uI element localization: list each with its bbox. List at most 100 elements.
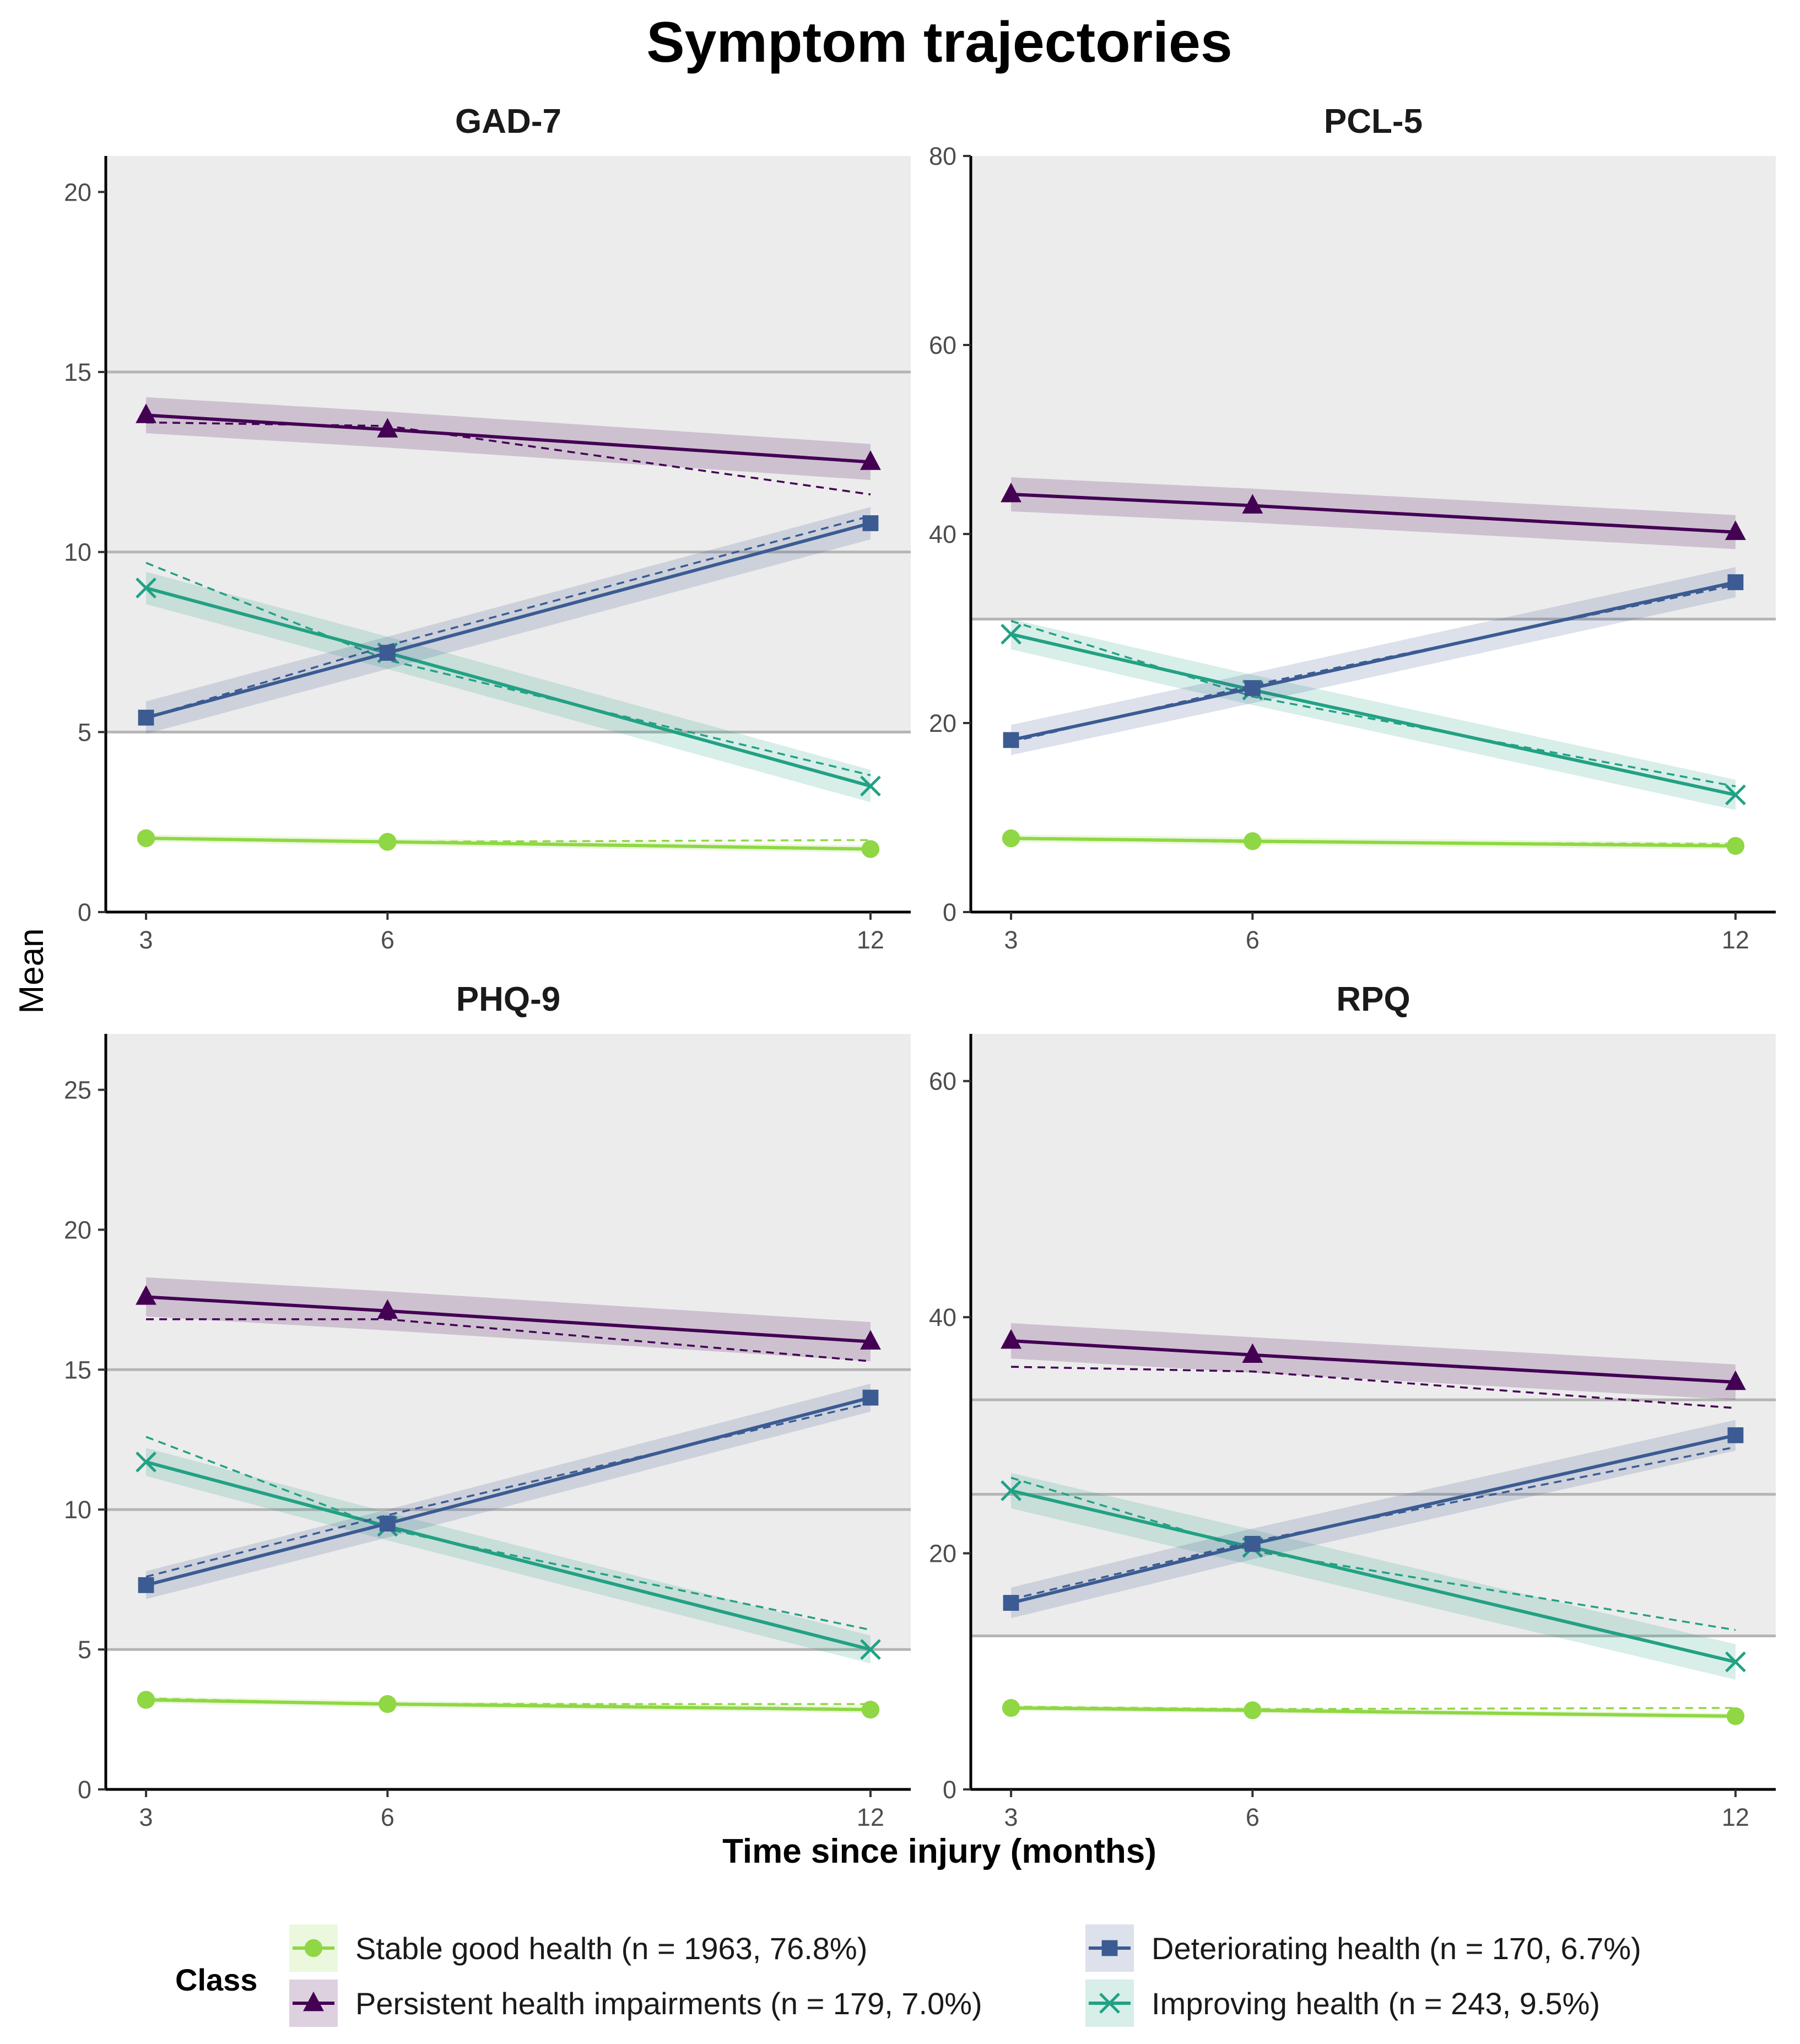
data-point-persistent bbox=[1001, 482, 1021, 503]
observed-mean-line bbox=[146, 1318, 871, 1362]
data-point-deteriorating bbox=[1244, 1536, 1261, 1552]
legend-label: Deteriorating health (n = 170, 6.7%) bbox=[1152, 1931, 1641, 1966]
data-point-stable bbox=[1726, 1707, 1745, 1725]
observed-mean-line bbox=[1010, 1446, 1736, 1600]
data-point-stable bbox=[137, 1691, 155, 1709]
data-point-persistent bbox=[377, 1299, 398, 1319]
data-point-deteriorating bbox=[1003, 732, 1019, 748]
data-point-deteriorating bbox=[138, 709, 154, 726]
legend-entry-persistent: Persistent health impairments (n = 179, … bbox=[289, 1980, 982, 2027]
legend-key-marker bbox=[1099, 1993, 1120, 2014]
y-tick-label: 10 bbox=[64, 538, 91, 567]
data-point-persistent bbox=[860, 450, 881, 470]
data-point-persistent bbox=[1001, 1329, 1021, 1349]
y-tick-label: 60 bbox=[929, 1067, 956, 1096]
data-point-stable bbox=[1244, 832, 1262, 850]
series-persistent bbox=[1001, 1323, 1746, 1409]
data-point-deteriorating bbox=[862, 1389, 879, 1406]
y-tick-label: 5 bbox=[78, 718, 91, 746]
x-tick-label: 12 bbox=[857, 1803, 884, 1831]
data-point-stable bbox=[379, 1695, 397, 1713]
y-tick-label: 10 bbox=[64, 1496, 91, 1524]
data-point-deteriorating bbox=[1003, 1595, 1019, 1611]
data-point-stable bbox=[1244, 1701, 1262, 1719]
data-point-deteriorating bbox=[138, 1577, 154, 1593]
data-point-stable bbox=[1002, 829, 1020, 848]
panel-phq-9: PHQ-9 0 5 10 15 20 25 3 6 12 bbox=[64, 980, 911, 1831]
x-tick-label: 6 bbox=[381, 926, 394, 954]
data-point-deteriorating bbox=[1727, 574, 1744, 590]
y-tick-label: 20 bbox=[64, 178, 91, 206]
legend-key-marker bbox=[1101, 1940, 1118, 1956]
data-point-stable bbox=[1002, 1698, 1020, 1717]
data-point-improving bbox=[860, 1639, 881, 1660]
x-tick-label: 6 bbox=[1246, 1803, 1260, 1831]
data-point-improving bbox=[1725, 1651, 1746, 1673]
series-stable bbox=[137, 1691, 880, 1719]
series-stable bbox=[137, 829, 880, 858]
data-point-deteriorating bbox=[379, 645, 396, 661]
data-point-deteriorating bbox=[1244, 680, 1261, 696]
y-tick-label: 40 bbox=[929, 1303, 956, 1331]
facet-title: PCL-5 bbox=[1324, 103, 1423, 141]
y-tick-label: 15 bbox=[64, 358, 91, 386]
x-tick-label: 6 bbox=[1246, 926, 1260, 954]
data-point-persistent bbox=[860, 1330, 881, 1350]
data-point-persistent bbox=[136, 403, 156, 423]
x-tick-label: 12 bbox=[1722, 1803, 1749, 1831]
data-point-improving bbox=[860, 775, 881, 797]
panel-pcl-5: PCL-5 0 20 40 60 80 3 6 12 bbox=[929, 103, 1776, 954]
legend-title: Class bbox=[175, 1962, 257, 1997]
legend: Class Stable good health (n = 1963, 76.8… bbox=[175, 1924, 1641, 2027]
series-deteriorating bbox=[1003, 567, 1744, 756]
y-tick-label: 5 bbox=[78, 1636, 91, 1664]
y-tick-label: 0 bbox=[78, 1776, 91, 1804]
data-point-persistent bbox=[1725, 1370, 1746, 1390]
data-point-stable bbox=[861, 1701, 880, 1719]
y-tick-label: 0 bbox=[78, 898, 91, 926]
facet-title: RPQ bbox=[1336, 980, 1410, 1018]
data-point-stable bbox=[379, 833, 397, 851]
data-point-improving bbox=[1725, 784, 1746, 806]
data-point-stable bbox=[861, 840, 880, 858]
observed-mean-line bbox=[1010, 620, 1736, 788]
legend-entry-stable: Stable good health (n = 1963, 76.8%) bbox=[289, 1924, 867, 1972]
data-point-persistent bbox=[1242, 494, 1263, 514]
observed-mean-line bbox=[145, 1402, 871, 1578]
y-tick-label: 80 bbox=[929, 142, 956, 170]
threshold-shaded-band bbox=[971, 156, 1776, 619]
data-point-persistent bbox=[136, 1285, 156, 1305]
x-tick-label: 3 bbox=[139, 1803, 153, 1831]
legend-key-marker bbox=[303, 1991, 324, 2011]
data-point-improving bbox=[136, 1452, 156, 1473]
data-point-deteriorating bbox=[379, 1516, 396, 1532]
data-point-stable bbox=[137, 829, 155, 848]
y-tick-label: 15 bbox=[64, 1356, 91, 1384]
x-tick-label: 12 bbox=[857, 926, 884, 954]
y-axis-title: Mean bbox=[13, 928, 51, 1013]
facet-title: GAD-7 bbox=[455, 103, 561, 141]
legend-entry-deteriorating: Deteriorating health (n = 170, 6.7%) bbox=[1085, 1924, 1641, 1972]
series-persistent bbox=[1001, 477, 1746, 549]
series-deteriorating bbox=[138, 1383, 879, 1599]
legend-key-marker bbox=[304, 1939, 323, 1957]
y-tick-label: 20 bbox=[929, 1540, 956, 1568]
threshold-shaded-band bbox=[106, 1034, 911, 1650]
data-point-deteriorating bbox=[862, 515, 879, 531]
y-tick-label: 25 bbox=[64, 1076, 91, 1104]
confidence-ribbon bbox=[1011, 1420, 1736, 1619]
y-tick-label: 40 bbox=[929, 520, 956, 548]
data-point-persistent bbox=[1242, 1343, 1263, 1363]
data-point-improving bbox=[1001, 623, 1021, 645]
data-point-persistent bbox=[377, 418, 398, 438]
y-tick-label: 0 bbox=[943, 1776, 956, 1804]
x-tick-label: 3 bbox=[1004, 1803, 1018, 1831]
data-point-stable bbox=[1726, 837, 1745, 855]
x-tick-label: 3 bbox=[1004, 926, 1018, 954]
legend-entry-improving: Improving health (n = 243, 9.5%) bbox=[1085, 1980, 1600, 2027]
x-tick-label: 3 bbox=[139, 926, 153, 954]
y-tick-label: 20 bbox=[929, 709, 956, 737]
